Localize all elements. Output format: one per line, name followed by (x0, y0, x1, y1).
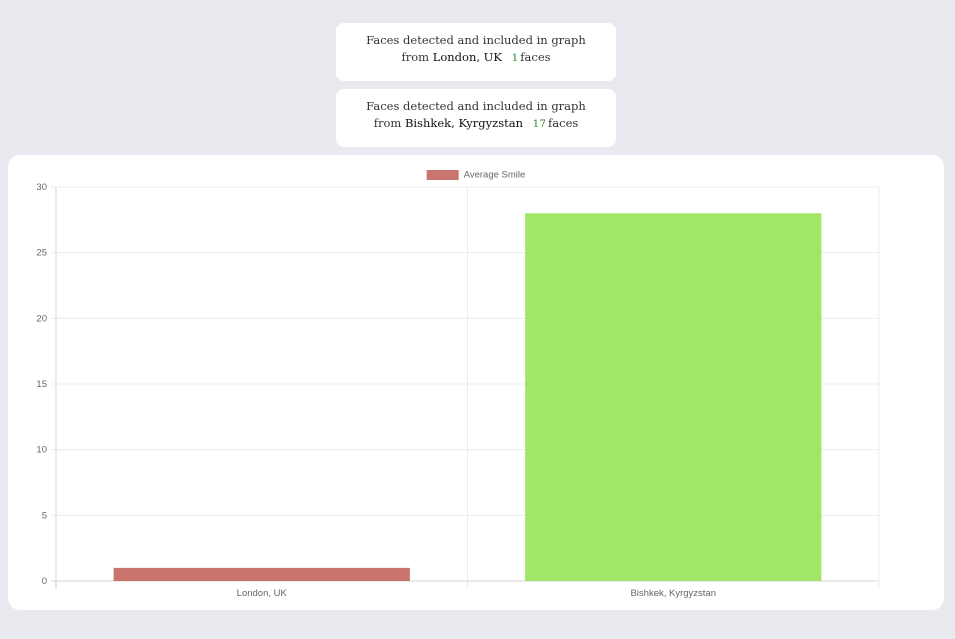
card-unit: faces (548, 116, 579, 130)
card-location: Bishkek, Kyrgyzstan (404, 116, 523, 130)
bar-chart: 0 5 10 15 20 25 30 London, UK Bishkek, Kyrgyzsta… (36, 170, 880, 599)
y-tick-label: 5 (42, 510, 47, 521)
faces-info-card-bishkek: Faces detected and included in graph fro… (336, 89, 616, 147)
y-tick-label: 30 (36, 182, 47, 193)
bar-london-uk (113, 567, 410, 581)
card-location-line: from London, UK 1 faces (336, 49, 616, 67)
card-from: from (401, 50, 430, 64)
y-tick-label: 0 (42, 576, 47, 587)
x-tick-label: Bishkek, Kyrgyzstan (630, 588, 716, 599)
x-tick-label: London, UK (237, 588, 288, 599)
y-tick-label: 20 (36, 313, 47, 324)
card-location: London, UK (432, 50, 502, 64)
card-unit: faces (520, 50, 551, 64)
bar-bishkek-kyrgyzstan (525, 213, 822, 581)
card-caption: Faces detected and included in graph (366, 99, 586, 113)
y-tick-label: 10 (36, 445, 47, 456)
faces-info-card-london: Faces detected and included in graph fro… (336, 23, 616, 81)
legend-label: Average Smile (464, 170, 526, 181)
y-tick-label: 15 (36, 379, 47, 390)
chart-panel: 0 5 10 15 20 25 30 London, UK Bishkek, Kyrgyzsta… (8, 155, 944, 610)
legend-swatch[interactable] (426, 170, 459, 180)
card-location-line: from Bishkek, Kyrgyzstan 17 faces (336, 115, 616, 133)
card-face-count: 17 (532, 118, 547, 130)
card-face-count: 1 (511, 52, 519, 64)
y-tick-label: 25 (36, 248, 47, 259)
card-from: from (373, 116, 402, 130)
card-caption: Faces detected and included in graph (366, 33, 586, 47)
